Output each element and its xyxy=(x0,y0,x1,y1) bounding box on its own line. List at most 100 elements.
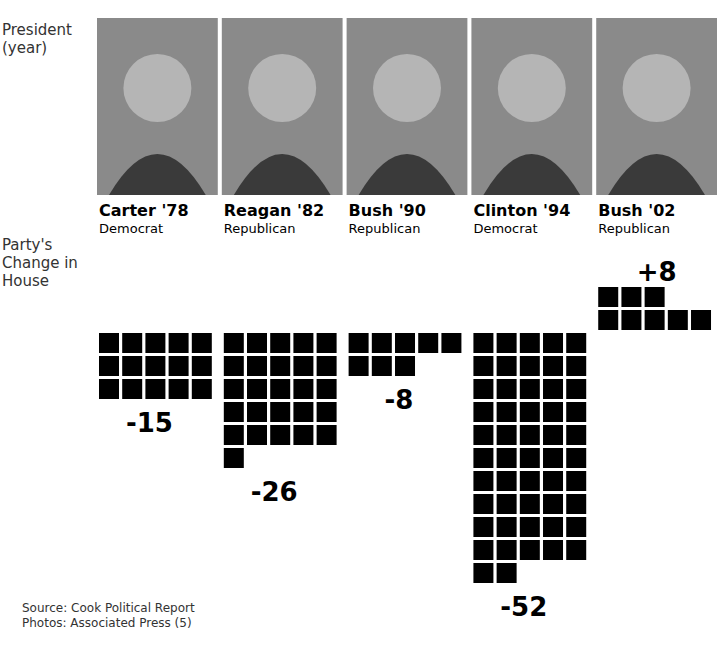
unit-square xyxy=(566,540,586,560)
unit-square xyxy=(645,287,665,307)
unit-square xyxy=(122,356,142,376)
unit-square xyxy=(621,287,641,307)
unit-square xyxy=(224,379,244,399)
photo-placeholder-body xyxy=(608,154,705,195)
unit-square xyxy=(520,448,540,468)
unit-square xyxy=(520,356,540,376)
unit-square xyxy=(122,379,142,399)
party-label: Democrat xyxy=(99,221,163,236)
photo-placeholder-head xyxy=(123,54,191,122)
unit-square xyxy=(668,310,688,330)
unit-square xyxy=(543,425,563,445)
photo-placeholder-body xyxy=(483,154,580,195)
unit-square xyxy=(473,494,493,514)
photos xyxy=(97,18,717,195)
unit-square xyxy=(169,356,189,376)
unit-square xyxy=(543,540,563,560)
data-label: +8 xyxy=(637,257,677,287)
text-line: Party's xyxy=(2,236,53,254)
photo-placeholder-head xyxy=(623,54,691,122)
unit-square xyxy=(598,287,618,307)
unit-square xyxy=(224,333,244,353)
data-labels: -15-26-8-52+8 xyxy=(126,257,677,622)
unit-square xyxy=(497,494,517,514)
unit-square xyxy=(566,494,586,514)
unit-square xyxy=(99,379,119,399)
unit-square xyxy=(497,425,517,445)
unit-square xyxy=(566,333,586,353)
unit-square xyxy=(395,333,415,353)
text-line: President xyxy=(2,21,72,39)
y-label: Party'sChange inHouse xyxy=(2,236,78,290)
unit-square xyxy=(566,379,586,399)
unit-square xyxy=(497,517,517,537)
unit-square xyxy=(372,356,392,376)
unit-square xyxy=(497,471,517,491)
unit-square xyxy=(566,402,586,422)
photo-placeholder-body xyxy=(359,154,456,195)
unit-square xyxy=(293,402,313,422)
column-labels: Carter '78DemocratReagan '82RepublicanBu… xyxy=(99,201,675,236)
unit-square xyxy=(497,379,517,399)
unit-square xyxy=(317,333,337,353)
unit-square xyxy=(349,333,369,353)
unit-square xyxy=(497,540,517,560)
unit-square xyxy=(270,425,290,445)
photo-placeholder xyxy=(97,18,218,195)
unit-square xyxy=(473,425,493,445)
category-label: Carter '78 xyxy=(99,201,189,220)
unit-square xyxy=(497,448,517,468)
photo-placeholder-body xyxy=(109,154,206,195)
photo-placeholder-head xyxy=(498,54,566,122)
unit-square xyxy=(441,333,461,353)
unit-square xyxy=(169,379,189,399)
unit-square xyxy=(543,402,563,422)
unit-square xyxy=(349,356,369,376)
unit-square xyxy=(247,402,267,422)
party-label: Democrat xyxy=(473,221,537,236)
photo-placeholder-body xyxy=(234,154,331,195)
category-label: Bush '02 xyxy=(598,201,675,220)
unit-square xyxy=(317,425,337,445)
unit-square xyxy=(473,563,493,583)
unit-square xyxy=(520,517,540,537)
unit-square xyxy=(543,333,563,353)
photo-placeholder-head xyxy=(373,54,441,122)
unit-square xyxy=(270,333,290,353)
party-label: Republican xyxy=(349,221,421,236)
unit-square xyxy=(543,494,563,514)
unit-square xyxy=(372,333,392,353)
data-label: -8 xyxy=(385,385,414,415)
unit-square xyxy=(395,356,415,376)
unit-square xyxy=(224,448,244,468)
party-label: Republican xyxy=(224,221,296,236)
unit-square xyxy=(566,448,586,468)
unit-square xyxy=(293,379,313,399)
unit-square xyxy=(520,494,540,514)
unit-square xyxy=(293,425,313,445)
unit-square xyxy=(99,333,119,353)
unit-square xyxy=(473,402,493,422)
unit-square xyxy=(520,333,540,353)
unit-square xyxy=(566,517,586,537)
data-label: -15 xyxy=(126,408,173,438)
unit-square xyxy=(473,517,493,537)
unit-square xyxy=(169,333,189,353)
unit-square xyxy=(497,563,517,583)
unit-square xyxy=(520,379,540,399)
unit-square xyxy=(247,333,267,353)
unit-square xyxy=(192,356,212,376)
annotation: Source: Cook Political Report xyxy=(22,601,195,615)
x-label: President(year) xyxy=(2,21,72,57)
unit-square xyxy=(543,471,563,491)
photo-placeholder xyxy=(222,18,343,195)
unit-square xyxy=(247,379,267,399)
category-label: Clinton '94 xyxy=(473,201,570,220)
unit-square xyxy=(473,356,493,376)
unit-square xyxy=(224,356,244,376)
unit-square xyxy=(497,356,517,376)
annotation: Photos: Associated Press (5) xyxy=(22,616,192,630)
unit-square xyxy=(543,379,563,399)
photo-placeholder xyxy=(471,18,592,195)
unit-square xyxy=(122,333,142,353)
